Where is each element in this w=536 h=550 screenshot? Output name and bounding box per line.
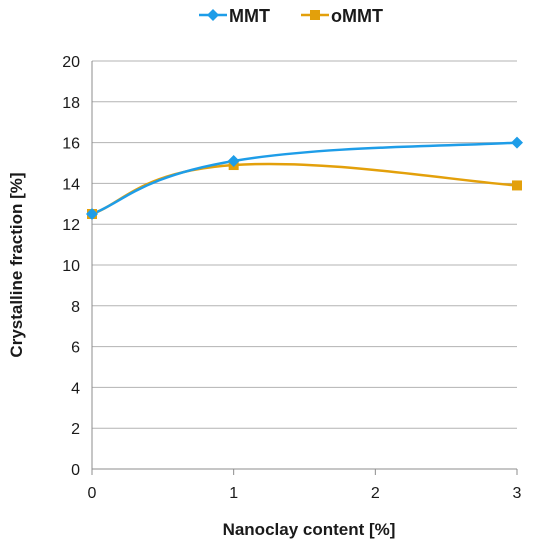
x-tick-label: 1 (229, 485, 238, 502)
gridlines (92, 60, 517, 429)
y-tick-label: 20 (62, 54, 80, 71)
legend-marker-mmt (207, 9, 219, 21)
y-tick-label: 10 (62, 258, 80, 275)
data-point-mmt (86, 208, 98, 220)
legend-label-mmt: MMT (229, 6, 270, 26)
series-line-ommt (91, 162, 518, 216)
y-tick-label: 8 (71, 299, 80, 316)
y-tick-label: 18 (62, 95, 80, 112)
y-axis-title: Crystalline fraction [%] (7, 172, 26, 357)
data-point-mmt (511, 136, 523, 149)
x-tick-label: 0 (88, 485, 97, 502)
y-tick-label: 12 (62, 217, 80, 234)
y-tick-label: 14 (62, 176, 80, 193)
x-tick-label: 3 (513, 485, 522, 502)
legend-label-ommt: oMMT (331, 6, 383, 26)
data-point-mmt (227, 154, 240, 167)
legend-marker-ommt (310, 10, 320, 20)
y-tick-label: 0 (71, 462, 80, 479)
y-tick-label: 2 (71, 421, 80, 438)
y-tick-label: 16 (62, 136, 80, 153)
series-line-mmt (91, 141, 518, 216)
x-axis-title: Nanoclay content [%] (223, 520, 396, 539)
y-tick-label: 6 (71, 340, 80, 357)
series-lines (91, 141, 518, 216)
legend: MMT oMMT (199, 6, 383, 26)
y-tick-label: 4 (71, 380, 80, 397)
series-markers (86, 136, 523, 220)
data-point-ommt (512, 180, 522, 191)
x-tick-label: 2 (371, 485, 380, 502)
